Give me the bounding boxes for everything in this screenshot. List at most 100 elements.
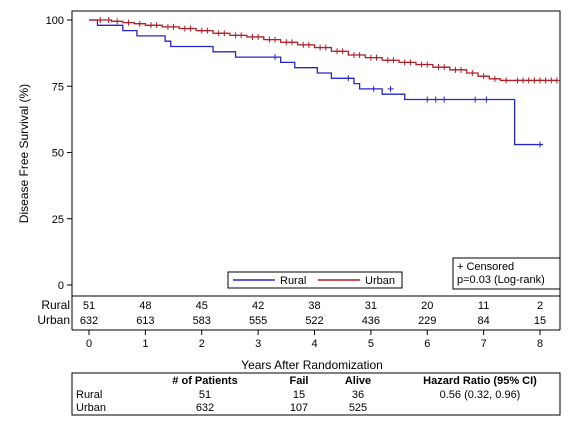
x-tick-label: 7: [481, 338, 487, 350]
censor-mark-urban: [148, 22, 155, 29]
censor-mark-urban: [514, 77, 521, 84]
censor-mark-urban: [525, 77, 532, 84]
annotation-line: p=0.03 (Log-rank): [457, 274, 545, 286]
censor-mark-urban: [288, 39, 295, 46]
censor-mark-urban: [503, 77, 510, 84]
censor-mark-urban: [187, 25, 194, 32]
censor-mark-urban: [238, 32, 245, 39]
series-layer: [89, 17, 560, 148]
summary-header: Alive: [345, 375, 371, 387]
at-risk-count: 613: [136, 315, 154, 327]
summary-table-border: [71, 372, 561, 416]
y-axis: 0 25 50 75 100 Disease Free Survival (%): [17, 15, 72, 292]
censor-mark-rural: [537, 141, 543, 148]
censor-mark-urban: [215, 30, 222, 37]
summary-cell: Urban: [76, 402, 106, 414]
censor-mark-rural: [370, 85, 377, 92]
censor-mark-urban: [469, 70, 476, 76]
censor-mark-urban: [170, 23, 177, 30]
censor-mark-urban: [283, 39, 290, 46]
at-risk-table: Rural 51 48 45 42 38 31 20 11 2 Urban 632 613 583 555 5…: [37, 295, 560, 327]
at-risk-count: 48: [139, 300, 151, 312]
censor-mark-urban: [424, 61, 431, 68]
annotation-box: [452, 257, 561, 290]
censor-mark-urban: [322, 44, 329, 51]
x-tick-label: 5: [368, 338, 374, 350]
censor-mark-urban: [390, 57, 397, 64]
censor-mark-rural: [387, 85, 394, 92]
x-tick-label: 0: [86, 338, 92, 350]
at-risk-count: 436: [362, 315, 380, 327]
censor-mark-urban: [367, 54, 374, 61]
censor-mark-urban: [356, 51, 363, 58]
y-axis-label: Disease Free Survival (%): [17, 84, 31, 223]
censor-mark-urban: [232, 32, 239, 39]
series-rural-line: [89, 19, 543, 146]
censor-mark-urban: [164, 23, 171, 30]
censor-mark-urban: [531, 77, 538, 84]
censor-mark-rural: [483, 96, 490, 103]
censor-mark-urban: [542, 77, 549, 84]
annotation-line: + Censored: [457, 261, 514, 273]
summary-cell: 0.56 (0.32, 0.96): [440, 389, 521, 401]
y-tick-label: 100: [46, 15, 64, 27]
summary-header: # of Patients: [172, 375, 237, 387]
x-tick-label: 4: [311, 338, 317, 350]
censor-mark-urban: [105, 17, 112, 23]
y-tick-label: 75: [52, 81, 64, 93]
censor-mark-urban: [407, 59, 414, 66]
x-tick-label: 8: [537, 338, 543, 350]
x-axis-label: Years After Randomization: [241, 358, 383, 372]
censor-mark-urban: [401, 59, 408, 66]
at-risk-count: 583: [193, 315, 211, 327]
at-risk-count: 31: [365, 300, 377, 312]
summary-cell: 107: [290, 402, 308, 414]
censor-mark-urban: [373, 54, 380, 61]
at-risk-row-label: Urban: [37, 313, 70, 327]
censor-mark-urban: [441, 64, 448, 71]
at-risk-count: 38: [308, 300, 320, 312]
censor-mark-urban: [452, 66, 459, 73]
y-tick-label: 25: [52, 214, 64, 226]
x-tick-label: 6: [424, 338, 430, 350]
summary-cell: 525: [349, 402, 367, 414]
censor-mark-urban: [418, 61, 425, 68]
at-risk-count: 2: [537, 300, 543, 312]
censor-mark-urban: [153, 22, 160, 29]
summary-header: Fail: [290, 375, 309, 387]
censor-mark-urban: [300, 41, 307, 48]
censor-mark-rural: [272, 54, 279, 61]
censor-mark-urban: [97, 17, 104, 23]
censor-mark-urban: [350, 51, 357, 58]
censor-mark-urban: [435, 64, 442, 71]
at-risk-count: 84: [478, 315, 490, 327]
at-risk-count: 632: [80, 315, 98, 327]
censor-mark-urban: [334, 48, 341, 55]
at-risk-count: 11: [478, 300, 489, 312]
censor-mark-urban: [520, 77, 527, 84]
summary-header: Hazard Ratio (95% CI): [423, 375, 537, 387]
censor-mark-rural: [345, 75, 352, 82]
censor-mark-urban: [339, 48, 346, 55]
x-tick-label: 1: [142, 338, 148, 350]
legend-label-urban: Urban: [365, 275, 395, 287]
summary-cell: 632: [196, 402, 214, 414]
summary-cell: 51: [199, 389, 211, 401]
at-risk-count: 45: [196, 300, 208, 312]
x-tick-label: 3: [255, 338, 261, 350]
at-risk-count: 42: [252, 300, 264, 312]
censor-mark-urban: [305, 41, 312, 48]
censor-mark-urban: [221, 30, 228, 37]
summary-cell: 15: [293, 389, 305, 401]
x-tick-label: 2: [199, 338, 205, 350]
censor-mark-urban: [480, 73, 487, 80]
at-risk-count: 229: [418, 315, 436, 327]
legend-label-rural: Rural: [280, 275, 306, 287]
plot-frame: [71, 10, 561, 297]
censor-mark-urban: [266, 36, 273, 43]
legend: Rural Urban: [227, 271, 403, 289]
censor-mark-rural: [424, 96, 431, 103]
